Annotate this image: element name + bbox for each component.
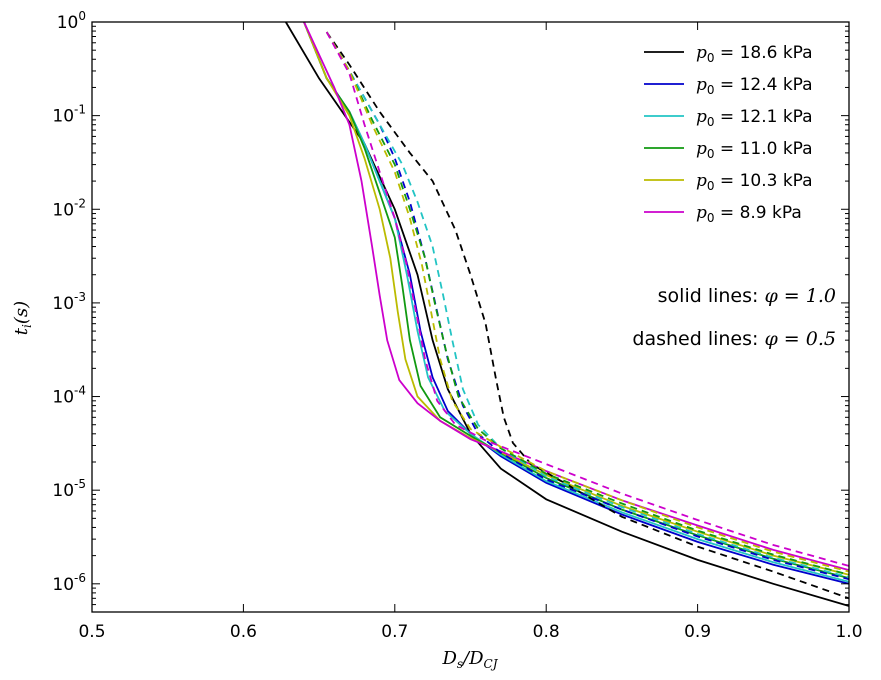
y-tick-label: 10-6 xyxy=(52,571,86,595)
y-tick-labels: 100 10-1 10-2 10-3 10-4 10-5 10-6 xyxy=(52,9,86,595)
legend-label: p0 = 18.6 kPa xyxy=(696,43,813,65)
legend-label: p0 = 11.0 kPa xyxy=(696,139,813,161)
series-line-4 xyxy=(303,21,850,576)
y-tick-label: 10-4 xyxy=(52,384,86,408)
series-line-8 xyxy=(325,31,850,578)
x-axis-label: Ds/DCJ xyxy=(441,648,498,671)
annotation-solid: solid lines: φ = 1.0 xyxy=(658,285,836,307)
x-tick-label: 0.9 xyxy=(684,622,711,642)
x-tick-label: 0.7 xyxy=(381,622,408,642)
x-tick-label: 0.6 xyxy=(230,622,257,642)
series-line-11 xyxy=(325,31,850,567)
y-tick-label: 10-3 xyxy=(52,290,86,314)
y-tick-label: 10-1 xyxy=(52,103,86,127)
x-tick-label: 0.8 xyxy=(533,622,560,642)
series-line-6 xyxy=(325,31,850,600)
y-tick-label: 100 xyxy=(57,9,86,33)
y-tick-label: 10-2 xyxy=(52,196,86,220)
y-tick-label: 10-5 xyxy=(52,477,86,501)
series-line-9 xyxy=(325,31,850,576)
annotation-dashed: dashed lines: φ = 0.5 xyxy=(632,328,836,350)
series-line-2 xyxy=(303,21,850,583)
y-axis-label: ti(s) xyxy=(11,301,34,335)
series-group xyxy=(285,21,850,607)
series-line-3 xyxy=(303,21,850,579)
legend-label: p0 = 10.3 kPa xyxy=(696,171,813,193)
x-tick-label: 0.5 xyxy=(78,622,105,642)
x-tick-label: 1.0 xyxy=(835,622,862,642)
x-tick-labels: 0.5 0.6 0.7 0.8 0.9 1.0 xyxy=(78,622,862,642)
legend-label: p0 = 12.4 kPa xyxy=(696,75,813,97)
series-line-5 xyxy=(303,21,850,571)
ticks-group xyxy=(91,21,850,613)
legend-label: p0 = 12.1 kPa xyxy=(696,107,813,129)
legend-label: p0 = 8.9 kPa xyxy=(696,203,802,225)
legend: p0 = 18.6 kPa p0 = 12.4 kPa p0 = 12.1 kPa p… xyxy=(644,43,813,225)
